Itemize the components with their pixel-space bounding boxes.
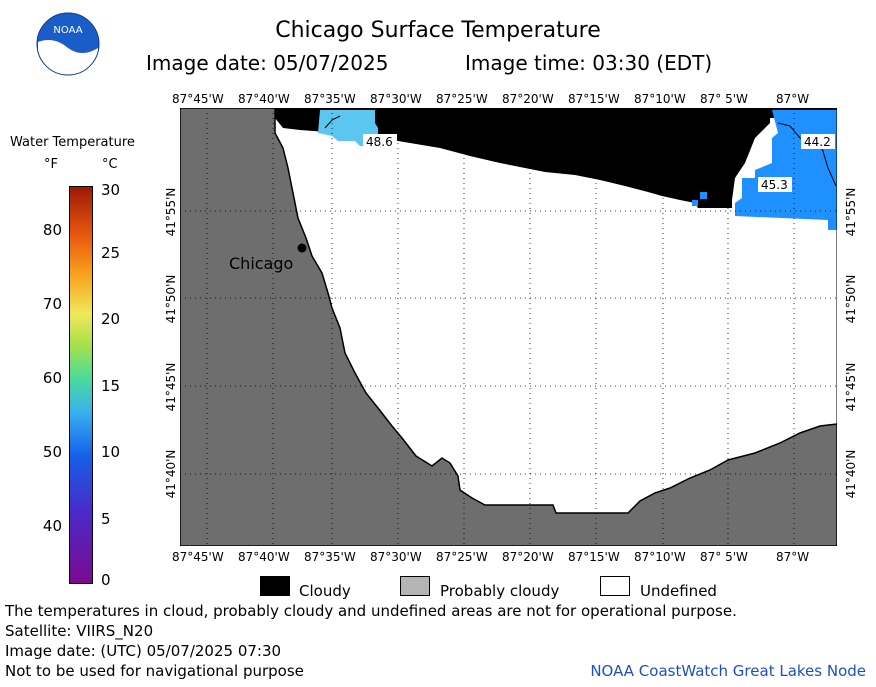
utc-date-text: Image date: (UTC) 05/07/2025 07:30 bbox=[5, 642, 282, 660]
water-pixel bbox=[692, 200, 698, 206]
graticule bbox=[180, 108, 837, 546]
lon-label: 87°45'W bbox=[172, 550, 224, 564]
lon-label: 87°30'W bbox=[370, 550, 422, 564]
lon-label: 87°35'W bbox=[304, 92, 356, 106]
cloudy-swatch bbox=[260, 576, 290, 596]
legend-title: Water Temperature bbox=[10, 135, 135, 150]
noaa-logo-icon: NOAA bbox=[36, 12, 100, 76]
temp-label-bg bbox=[758, 177, 792, 192]
temp-label: 45.3 bbox=[761, 178, 788, 192]
lon-label: 87°40'W bbox=[238, 92, 290, 106]
land-area bbox=[180, 108, 837, 546]
temp-label: 44.2 bbox=[804, 135, 831, 149]
city-label: Chicago bbox=[229, 254, 293, 273]
unit-celsius: °C bbox=[102, 157, 118, 172]
undefined-label: Undefined bbox=[640, 582, 717, 600]
c-tick: 5 bbox=[101, 510, 111, 528]
lon-label: 87°W bbox=[776, 92, 810, 106]
colorbar bbox=[69, 186, 93, 584]
chicago-marker-icon bbox=[297, 243, 307, 253]
lon-label: 87°40'W bbox=[238, 550, 290, 564]
undefined-swatch bbox=[600, 576, 630, 596]
f-tick: 70 bbox=[42, 295, 62, 313]
disclaimer-text: The temperatures in cloud, probably clou… bbox=[5, 602, 737, 620]
lon-label: 87° 5'W bbox=[700, 550, 748, 564]
c-tick: 25 bbox=[101, 244, 121, 262]
lat-label: 41°50'N bbox=[164, 274, 178, 324]
c-tick: 20 bbox=[101, 310, 121, 328]
f-tick: 80 bbox=[42, 221, 62, 239]
lat-label: 41°50'N bbox=[844, 274, 858, 324]
lon-label: 87°20'W bbox=[502, 92, 554, 106]
logo-text: NOAA bbox=[53, 25, 82, 36]
lat-label: 41°40'N bbox=[164, 449, 178, 499]
c-tick: 15 bbox=[101, 377, 121, 395]
credit-text: NOAA CoastWatch Great Lakes Node bbox=[590, 662, 866, 680]
f-tick: 60 bbox=[42, 369, 62, 387]
lon-label: 87°25'W bbox=[436, 92, 488, 106]
lat-label: 41°55'N bbox=[164, 187, 178, 237]
lon-label: 87°35'W bbox=[304, 550, 356, 564]
c-tick: 10 bbox=[101, 443, 121, 461]
lat-label: 41°55'N bbox=[844, 187, 858, 237]
lon-label: 87°30'W bbox=[370, 92, 422, 106]
water-pixel bbox=[700, 192, 707, 199]
f-tick: 50 bbox=[42, 443, 62, 461]
temp-label-bg bbox=[801, 134, 835, 149]
navigation-warning: Not to be used for navigational purpose bbox=[5, 662, 304, 680]
satellite-text: Satellite: VIIRS_N20 bbox=[5, 622, 154, 640]
lon-label: 87°20'W bbox=[502, 550, 554, 564]
lon-label: 87°10'W bbox=[634, 550, 686, 564]
lon-label: 87°10'W bbox=[634, 92, 686, 106]
cloudy-label: Cloudy bbox=[299, 582, 351, 600]
lat-label: 41°45'N bbox=[164, 362, 178, 412]
image-time: Image time: 03:30 (EDT) bbox=[465, 51, 713, 75]
lon-label: 87°45'W bbox=[172, 92, 224, 106]
lon-label: 87° 5'W bbox=[700, 92, 748, 106]
lon-label: 87°15'W bbox=[568, 92, 620, 106]
cloud-area bbox=[275, 108, 837, 208]
lon-label: 87°15'W bbox=[568, 550, 620, 564]
lon-label: 87°25'W bbox=[436, 550, 488, 564]
image-date: Image date: 05/07/2025 bbox=[146, 51, 389, 75]
unit-fahrenheit: °F bbox=[44, 157, 58, 172]
probably-cloudy-label: Probably cloudy bbox=[440, 582, 560, 600]
temperature-map: Chicago 48.6 44.2 45.3 bbox=[180, 108, 837, 546]
contour-line bbox=[324, 115, 341, 129]
temp-label: 48.6 bbox=[366, 135, 393, 149]
temp-label-bg bbox=[363, 134, 397, 149]
lon-label: 87°W bbox=[776, 550, 810, 564]
lat-label: 41°40'N bbox=[844, 449, 858, 499]
page-title: Chicago Surface Temperature bbox=[275, 18, 601, 43]
f-tick: 40 bbox=[42, 517, 62, 535]
c-tick: 30 bbox=[101, 181, 121, 199]
probably-cloudy-swatch bbox=[400, 576, 430, 596]
lat-label: 41°45'N bbox=[844, 362, 858, 412]
c-tick: 0 bbox=[101, 571, 111, 589]
